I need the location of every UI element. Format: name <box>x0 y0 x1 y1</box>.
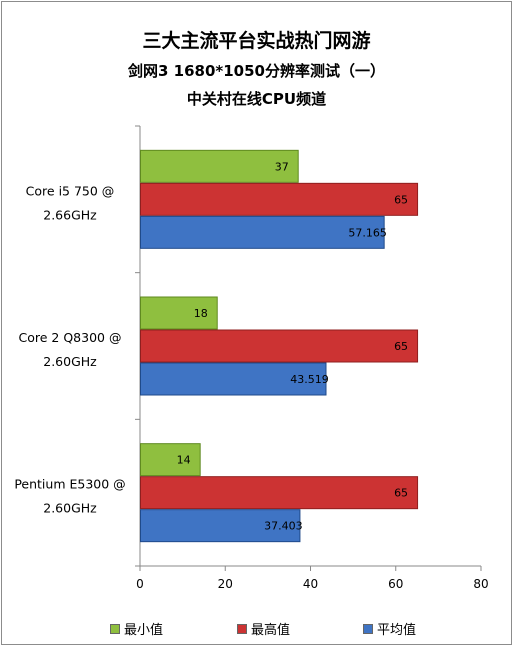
data-label: 65 <box>394 340 408 353</box>
legend-label-avg: 平均值 <box>377 623 417 638</box>
bar-min <box>140 296 218 330</box>
category-label: 2.60GHz <box>43 354 97 369</box>
x-tick-label: 40 <box>303 577 318 591</box>
category-label: Core i5 750 @ <box>26 183 115 198</box>
category-label: Core 2 Q8300 @ <box>19 330 122 345</box>
data-label: 18 <box>194 307 208 320</box>
chart-subtitle: 剑网3 1680*1050分辨率测试（一） <box>127 62 385 80</box>
category-label: Pentium E5300 @ <box>14 477 125 492</box>
bar-max <box>140 182 419 216</box>
data-label: 65 <box>394 193 408 206</box>
bar-max <box>140 329 419 363</box>
legend-label-max: 最高值 <box>251 623 291 638</box>
data-label: 65 <box>394 487 408 500</box>
data-label: 43.519 <box>290 373 329 386</box>
x-tick-label: 60 <box>388 577 403 591</box>
data-label: 37.403 <box>264 520 303 533</box>
bar-avg <box>140 215 385 249</box>
legend-item-min: 最小值 <box>110 619 163 638</box>
data-label: 14 <box>177 454 191 467</box>
bar-min <box>140 443 201 477</box>
x-tick-label: 80 <box>473 577 488 591</box>
data-label: 37 <box>275 160 289 173</box>
legend-swatch-avg <box>363 623 373 634</box>
chart-source: 中关村在线CPU频道 <box>186 90 327 108</box>
chart-title: 三大主流平台实战热门网游 <box>142 30 371 52</box>
legend-label-min: 最小值 <box>124 623 164 638</box>
category-label: 2.60GHz <box>43 501 97 516</box>
legend-item-avg: 平均值 <box>363 619 416 638</box>
data-label: 57.165 <box>348 226 387 239</box>
legend-item-max: 最高值 <box>237 619 290 638</box>
bar-min <box>140 149 299 183</box>
bar-avg <box>140 509 301 543</box>
legend-swatch-min <box>110 623 120 634</box>
legend-swatch-max <box>237 623 247 634</box>
x-tick-label: 20 <box>218 577 233 591</box>
bar-avg <box>140 362 327 396</box>
bar-max <box>140 476 419 510</box>
x-tick-label: 0 <box>136 577 144 591</box>
category-label: 2.66GHz <box>43 207 97 222</box>
